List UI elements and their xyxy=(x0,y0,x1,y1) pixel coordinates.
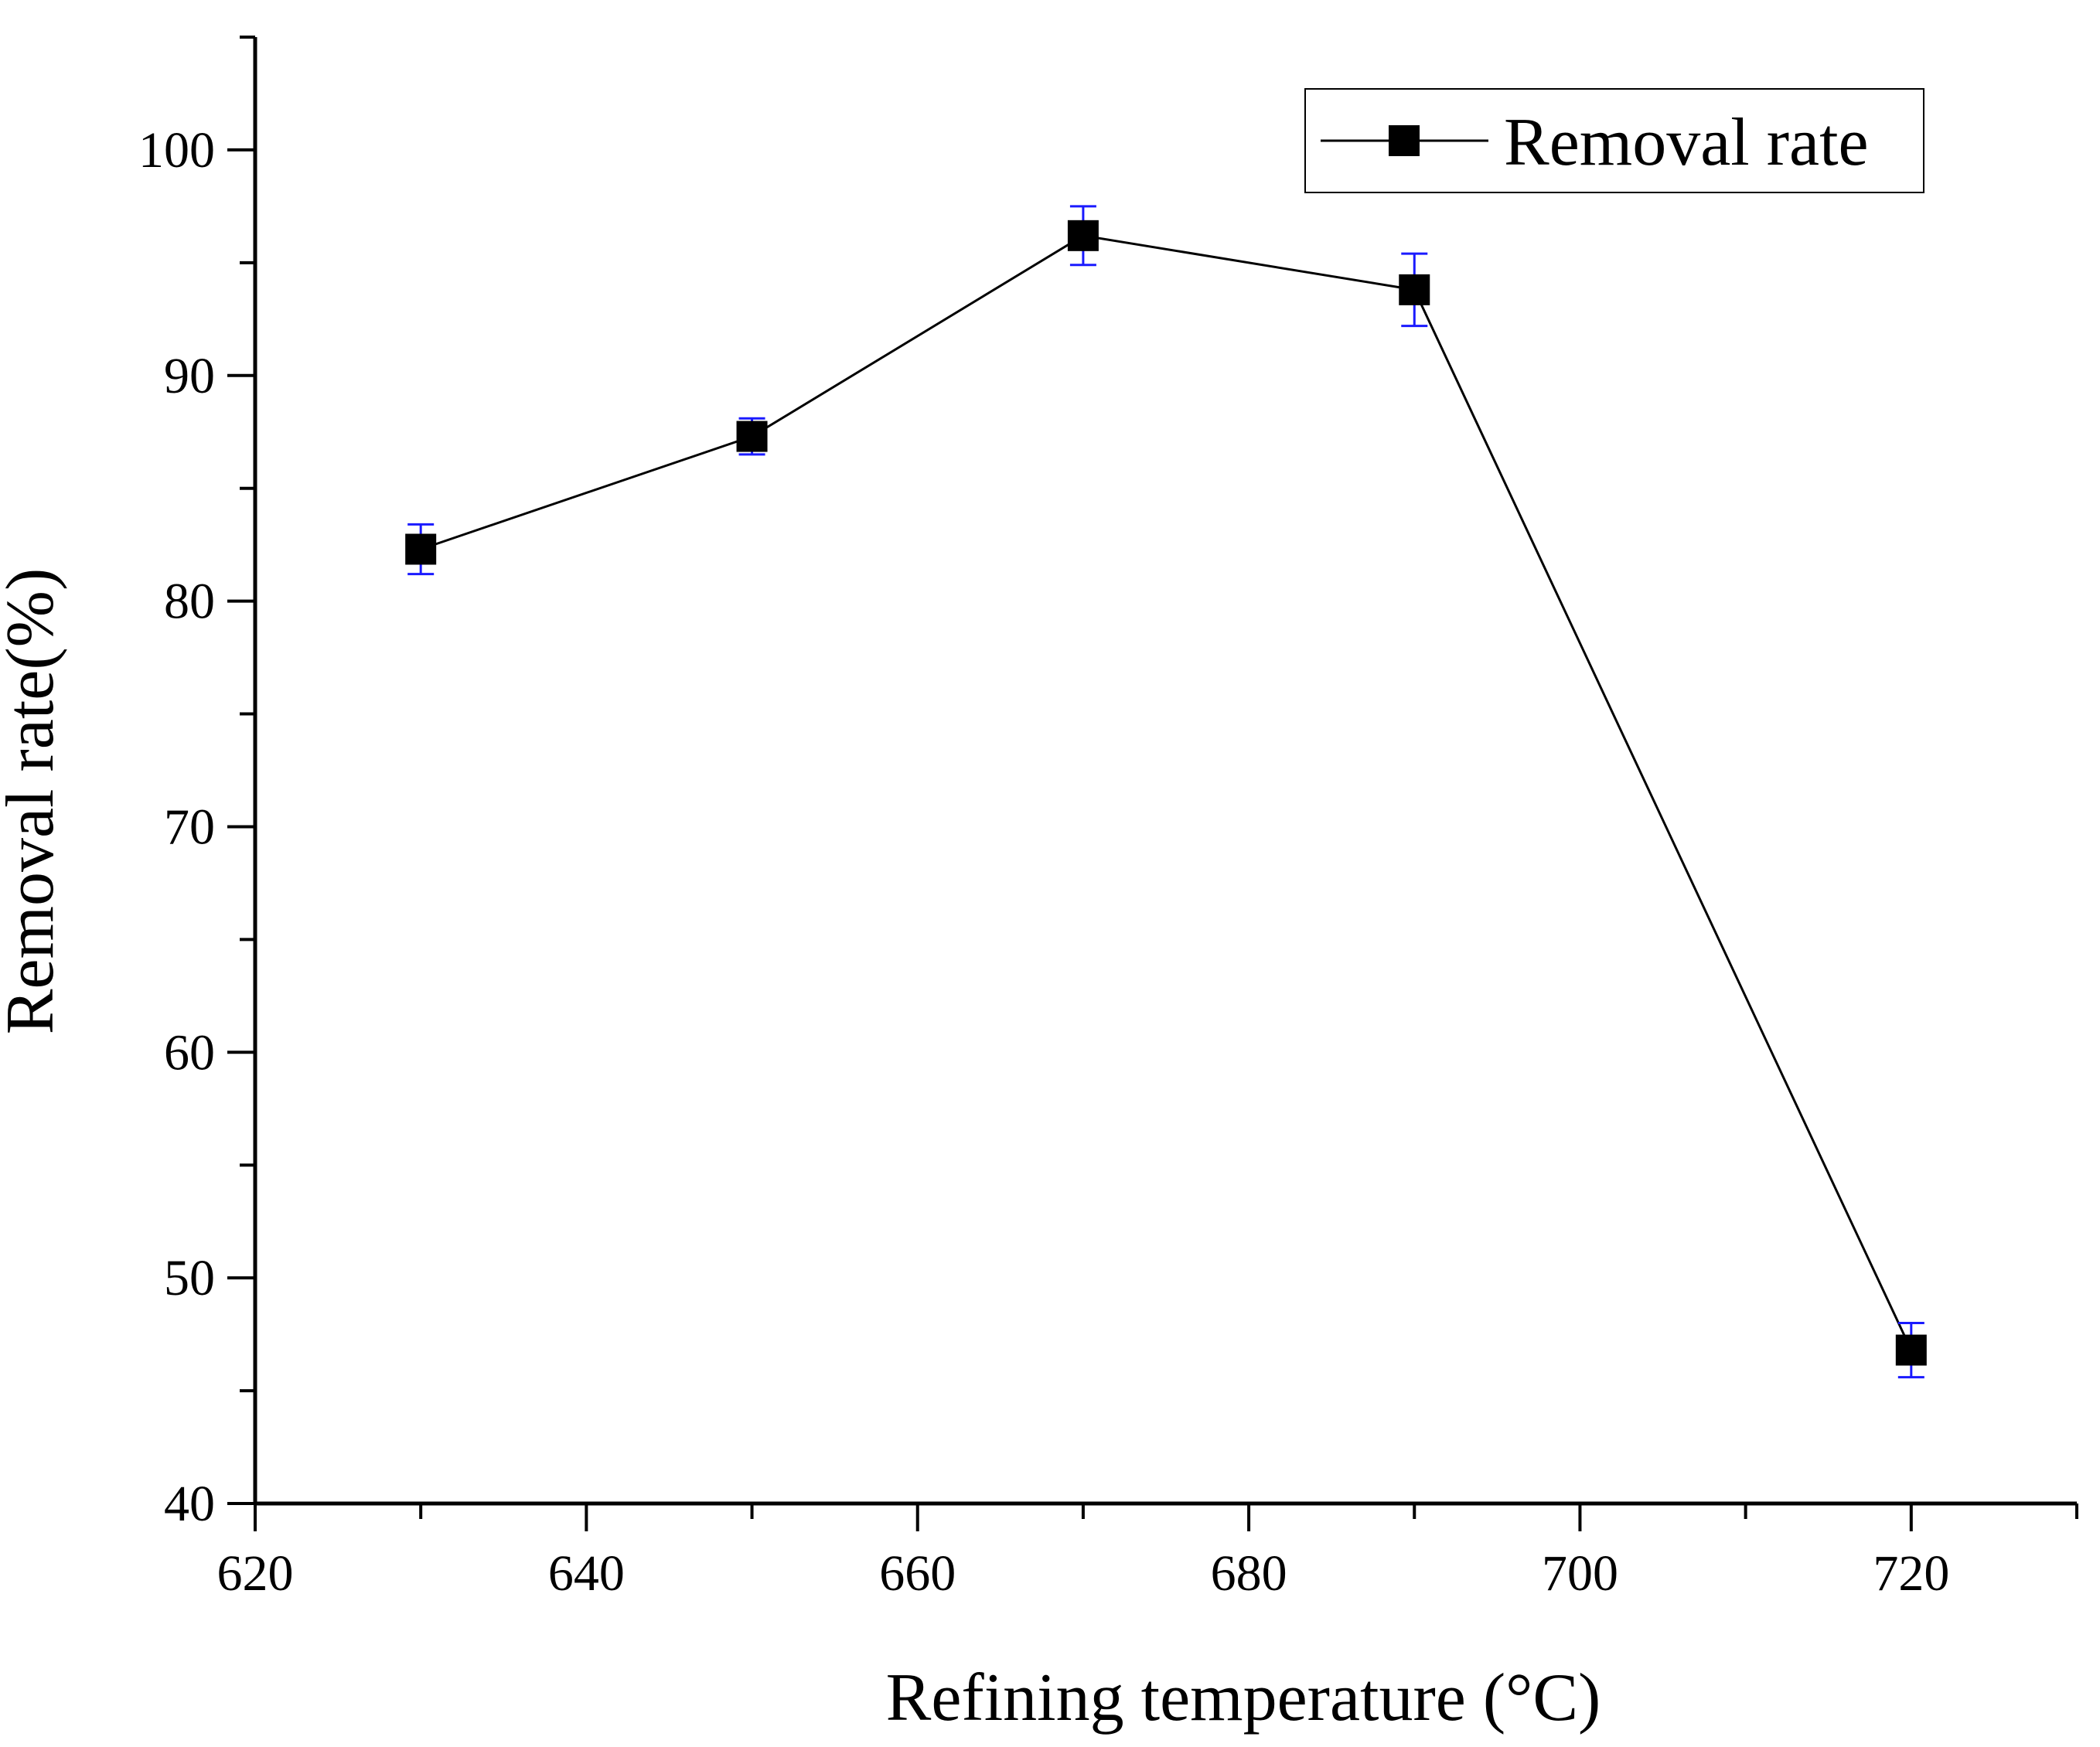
x-tick-label: 620 xyxy=(217,1545,294,1602)
data-point xyxy=(1067,220,1099,251)
y-tick-label: 80 xyxy=(164,574,215,630)
data-point xyxy=(736,421,768,452)
legend-square-marker-icon xyxy=(1389,125,1420,156)
x-tick-label: 660 xyxy=(879,1545,956,1602)
data-point xyxy=(405,533,437,565)
x-tick-label: 700 xyxy=(1542,1545,1618,1602)
x-tick-label: 640 xyxy=(548,1545,625,1602)
ticks xyxy=(227,36,2078,1531)
x-axis-title: Refining temperature (°C) xyxy=(886,1660,1601,1735)
data-point xyxy=(1895,1334,1927,1366)
y-tick-label: 40 xyxy=(164,1476,215,1532)
data-point xyxy=(1399,274,1430,305)
y-axis-title: Removal rate(%) xyxy=(0,568,68,1035)
axes xyxy=(253,37,2077,1506)
legend: Removal rate xyxy=(1304,88,1924,193)
y-tick-label: 60 xyxy=(164,1024,215,1081)
y-tick-label: 100 xyxy=(138,122,215,179)
y-tick-label: 50 xyxy=(164,1250,215,1306)
y-tick-label: 70 xyxy=(164,799,215,855)
x-tick-label: 720 xyxy=(1873,1545,1949,1602)
series-layer xyxy=(405,205,1927,1379)
y-tick-label: 90 xyxy=(164,348,215,404)
series-line xyxy=(420,234,1913,1351)
x-tick-label: 680 xyxy=(1211,1545,1287,1602)
legend-label: Removal rate xyxy=(1504,105,1869,180)
tick-labels: 620 640 660 680 700 720 40 50 60 70 80 90 100 xyxy=(138,122,1949,1602)
